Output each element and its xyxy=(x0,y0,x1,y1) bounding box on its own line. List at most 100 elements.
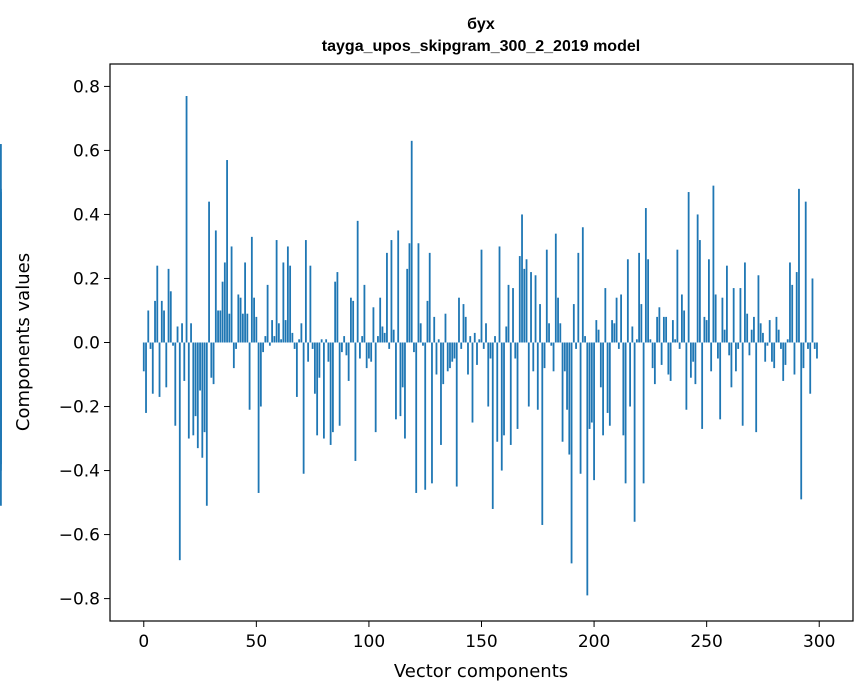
bar-component-270 xyxy=(750,329,753,343)
bar-component-202 xyxy=(597,329,600,343)
bar-component-250 xyxy=(705,320,708,343)
bar-component-176 xyxy=(539,304,541,343)
bar-component-271 xyxy=(753,316,755,343)
bar-component-232 xyxy=(665,316,668,343)
bar-component-263 xyxy=(735,342,737,372)
bar-component-119 xyxy=(410,140,413,343)
bar-component-230 xyxy=(660,342,663,365)
bar-component-167 xyxy=(518,256,521,343)
bar-component-36 xyxy=(223,262,226,343)
bar-component-113 xyxy=(397,230,400,343)
bar-component-118 xyxy=(408,243,411,343)
bar-component-16 xyxy=(178,342,181,561)
y-tick-label: −0.4 xyxy=(59,462,100,482)
bar-component-153 xyxy=(487,342,490,407)
bar-component-213 xyxy=(622,342,625,436)
bar-component-87 xyxy=(338,342,341,426)
bar-component-100 xyxy=(368,342,370,359)
bar-component-219 xyxy=(635,339,638,343)
bar-component-293 xyxy=(802,342,805,369)
bar-component-31 xyxy=(212,342,215,385)
bar-component-125 xyxy=(424,342,427,490)
bar-component-61 xyxy=(280,339,283,343)
bar-component-10 xyxy=(165,342,168,388)
bar-component-216 xyxy=(629,342,632,407)
bar-component-1 xyxy=(145,342,147,413)
bar-component-93 xyxy=(352,300,355,343)
y-tick-label: −0.2 xyxy=(59,398,100,418)
bar-component-226 xyxy=(651,342,654,369)
bar-component-58 xyxy=(273,336,276,343)
bar-component-134 xyxy=(444,313,447,343)
bar-component-227 xyxy=(653,342,656,385)
bar-component-238 xyxy=(678,342,681,349)
bar-component-46 xyxy=(246,313,249,343)
bar-component-84 xyxy=(331,342,334,433)
bar-component-95 xyxy=(356,220,359,343)
bar-component-34 xyxy=(219,310,222,343)
bar-component-89 xyxy=(343,336,346,343)
bar-component-88 xyxy=(341,342,343,353)
bar-component-123 xyxy=(419,323,422,343)
bar-component-224 xyxy=(647,259,650,343)
bar-component-75 xyxy=(311,342,314,349)
bar-component-244 xyxy=(692,342,695,362)
bar-component-68 xyxy=(295,342,298,397)
bar-component-242 xyxy=(687,192,690,343)
bar-component-14 xyxy=(174,342,177,426)
bar-component-65 xyxy=(289,265,292,343)
bar-component-7 xyxy=(158,342,161,397)
bar-component-21 xyxy=(190,323,192,343)
bar-component-30 xyxy=(210,342,213,378)
bar-component-undefined xyxy=(0,188,2,343)
bar-component-292 xyxy=(800,342,803,500)
bar-component-159 xyxy=(500,342,503,471)
bar-component-233 xyxy=(667,342,670,375)
bar-component-144 xyxy=(467,342,469,375)
bar-component-169 xyxy=(523,268,526,343)
bar-component-140 xyxy=(458,297,460,343)
bar-component-114 xyxy=(399,342,402,417)
bar-component-48 xyxy=(250,236,253,343)
bar-component-121 xyxy=(415,342,418,493)
bar-component-148 xyxy=(476,342,478,365)
bar-component-267 xyxy=(744,262,746,343)
bar-component-194 xyxy=(579,342,582,474)
bar-component-210 xyxy=(615,297,618,343)
bar-component-22 xyxy=(192,342,195,436)
bar-component-239 xyxy=(680,294,683,343)
bar-component-217 xyxy=(631,326,634,343)
y-tick-label: 0.8 xyxy=(73,77,100,97)
bar-component-126 xyxy=(426,300,429,343)
bar-component-145 xyxy=(469,336,472,343)
bar-component-24 xyxy=(196,342,199,449)
bar-component-204 xyxy=(602,342,604,436)
bar-component-168 xyxy=(521,214,523,343)
bar-component-92 xyxy=(350,297,352,343)
bar-component-188 xyxy=(566,342,568,410)
bar-component-53 xyxy=(262,342,265,353)
bar-component-71 xyxy=(302,342,305,474)
bar-component-104 xyxy=(377,336,379,343)
bar-component-220 xyxy=(638,252,641,343)
bar-component-161 xyxy=(505,326,508,343)
bar-component-234 xyxy=(669,342,672,381)
bar-component-198 xyxy=(588,342,591,429)
bar-component-154 xyxy=(489,342,492,359)
bar-component-18 xyxy=(183,342,186,381)
bar-component-163 xyxy=(509,342,512,445)
bar-component-236 xyxy=(674,339,677,343)
y-axis-ticks: 0.8 0.6 0.4 0.2 0.0 −0.2 −0.4 −0.6 −0.8 xyxy=(59,77,110,610)
x-tick-label: 250 xyxy=(690,632,722,652)
bar-component-189 xyxy=(568,342,571,455)
bar-component-111 xyxy=(392,329,395,343)
bar-component-284 xyxy=(782,342,785,381)
bar-component-201 xyxy=(595,320,598,343)
bar-component-83 xyxy=(329,342,332,445)
bar-component-106 xyxy=(381,326,384,343)
bar-component-undefined xyxy=(0,291,2,343)
bar-component-110 xyxy=(390,240,393,343)
bar-component-82 xyxy=(327,342,330,362)
bar-component-185 xyxy=(559,323,562,343)
